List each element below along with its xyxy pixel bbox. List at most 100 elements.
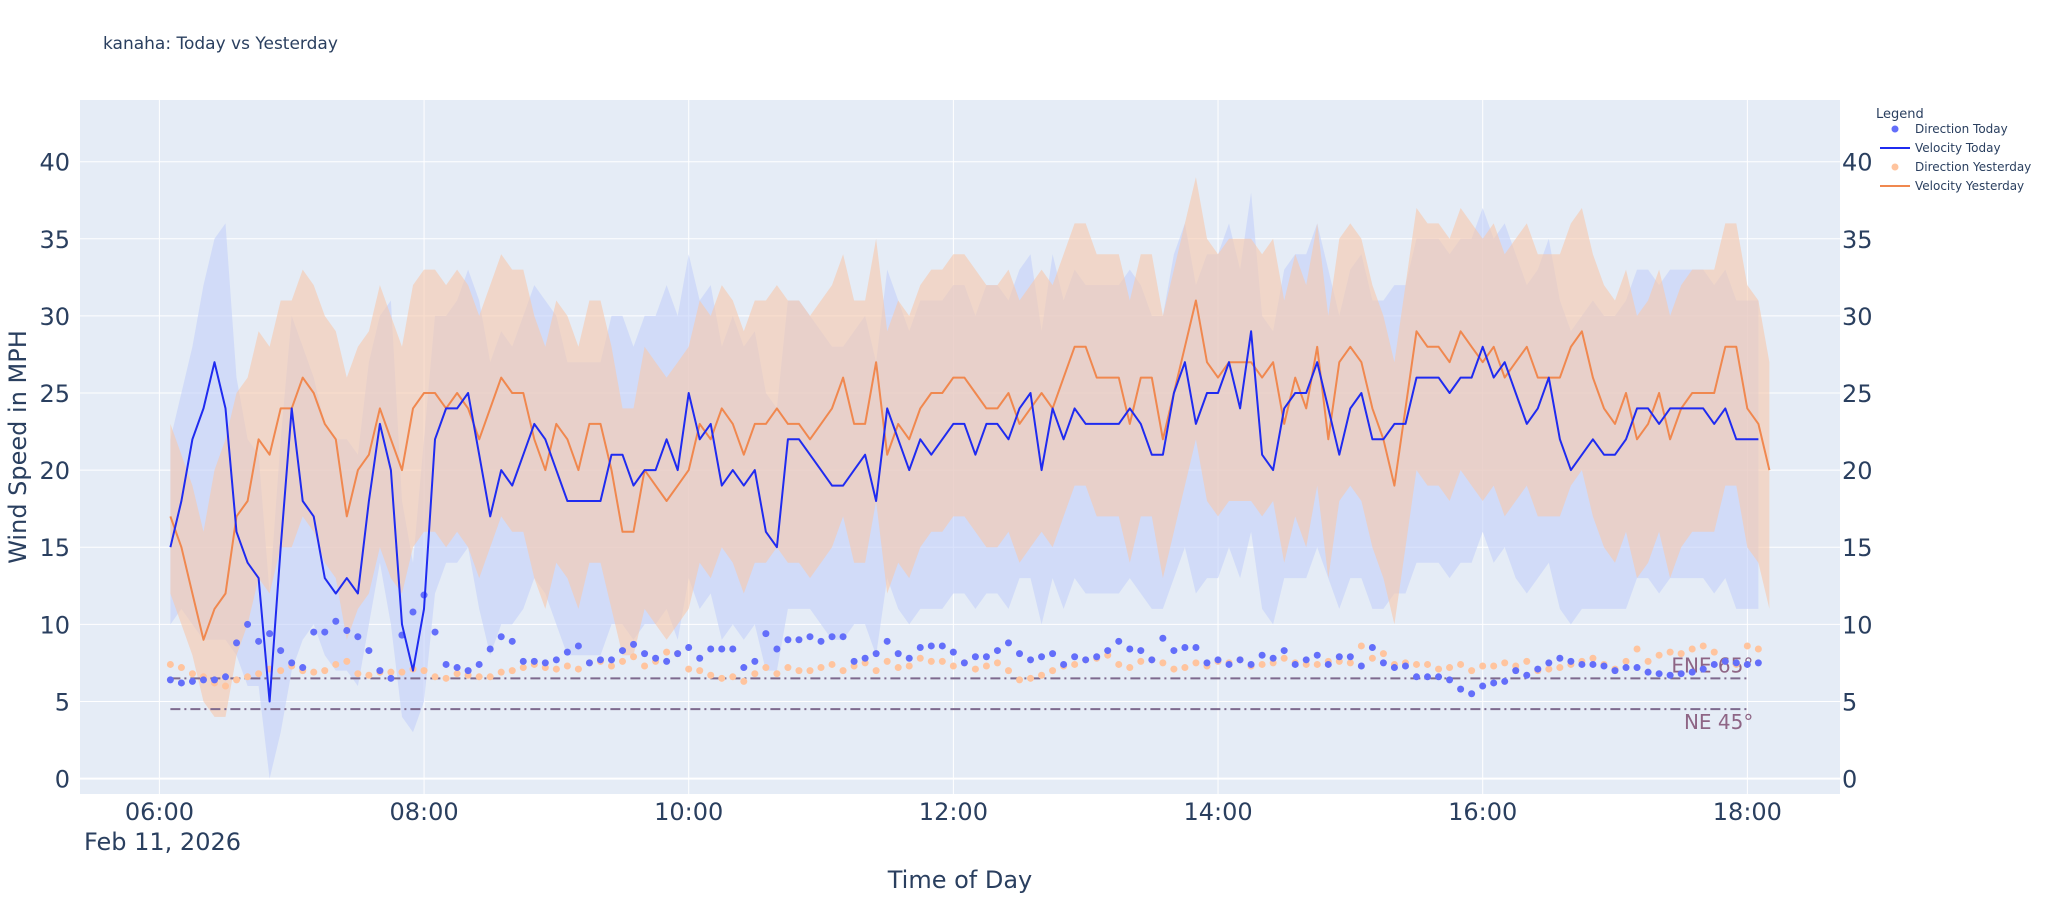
direction-today-point bbox=[850, 657, 858, 665]
direction-yesterday-point bbox=[1412, 660, 1420, 668]
direction-today-point bbox=[1335, 653, 1343, 661]
y-tick-label: 15 bbox=[39, 534, 70, 562]
direction-yesterday-point bbox=[398, 668, 406, 676]
direction-today-point bbox=[982, 653, 990, 661]
direction-today-point bbox=[1049, 650, 1057, 658]
direction-today-point bbox=[1435, 673, 1443, 681]
direction-yesterday-point bbox=[1589, 654, 1597, 662]
direction-yesterday-point bbox=[1170, 665, 1178, 673]
direction-today-point bbox=[619, 647, 627, 655]
direction-today-point bbox=[784, 636, 792, 644]
direction-today-point bbox=[894, 650, 902, 658]
y-tick-label-right: 35 bbox=[1842, 226, 1873, 254]
direction-today-point bbox=[233, 639, 241, 647]
direction-today-point bbox=[431, 628, 439, 636]
direction-today-point bbox=[1104, 647, 1112, 655]
direction-yesterday-point bbox=[244, 673, 252, 681]
direction-today-point bbox=[927, 642, 935, 650]
direction-today-point bbox=[607, 656, 615, 664]
direction-today-point bbox=[839, 633, 847, 641]
direction-today-point bbox=[1589, 660, 1597, 668]
direction-today-point bbox=[343, 627, 351, 635]
direction-yesterday-point bbox=[1424, 660, 1432, 668]
gust-band-yesterday bbox=[170, 177, 1770, 717]
direction-today-point bbox=[1071, 653, 1079, 661]
direction-today-point bbox=[255, 637, 263, 645]
direction-yesterday-point bbox=[707, 671, 715, 679]
direction-yesterday-point bbox=[938, 657, 946, 665]
direction-yesterday-point bbox=[696, 667, 704, 675]
direction-today-point bbox=[1688, 668, 1696, 676]
direction-yesterday-point bbox=[1071, 660, 1079, 668]
direction-yesterday-point bbox=[1181, 664, 1189, 672]
direction-today-point bbox=[1424, 673, 1432, 681]
direction-today-point bbox=[1644, 668, 1652, 676]
direction-today-point bbox=[1479, 682, 1487, 690]
direction-yesterday-point bbox=[1357, 642, 1365, 650]
direction-yesterday-point bbox=[1710, 648, 1718, 656]
legend-swatch-marker bbox=[1891, 163, 1899, 171]
direction-yesterday-point bbox=[1479, 662, 1487, 670]
direction-yesterday-point bbox=[729, 673, 737, 681]
direction-yesterday-point bbox=[1126, 664, 1134, 672]
direction-today-point bbox=[905, 654, 913, 662]
direction-today-point bbox=[1732, 659, 1740, 667]
direction-yesterday-point bbox=[420, 667, 428, 675]
direction-yesterday-point bbox=[1545, 665, 1553, 673]
legend-entry-label: Direction Yesterday bbox=[1915, 160, 2031, 174]
direction-yesterday-point bbox=[817, 664, 825, 672]
direction-yesterday-point bbox=[762, 664, 770, 672]
direction-yesterday-point bbox=[718, 674, 726, 682]
x-tick-label: 08:00 bbox=[389, 798, 458, 826]
direction-today-point bbox=[729, 645, 737, 653]
direction-today-point bbox=[1578, 660, 1586, 668]
direction-today-point bbox=[773, 645, 781, 653]
direction-today-point bbox=[1390, 664, 1398, 672]
direction-today-point bbox=[1567, 657, 1575, 665]
direction-yesterday-point bbox=[685, 665, 693, 673]
direction-today-point bbox=[1016, 650, 1024, 658]
direction-today-point bbox=[1280, 647, 1288, 655]
direction-yesterday-point bbox=[1457, 660, 1465, 668]
direction-yesterday-point bbox=[1137, 657, 1145, 665]
direction-today-point bbox=[1181, 643, 1189, 651]
direction-yesterday-point bbox=[1666, 648, 1674, 656]
direction-yesterday-point bbox=[1049, 667, 1057, 675]
direction-today-point bbox=[861, 654, 869, 662]
direction-today-point bbox=[1170, 647, 1178, 655]
velocity-yesterday-line bbox=[169, 299, 1771, 641]
direction-yesterday-point bbox=[1644, 657, 1652, 665]
y-tick-label: 40 bbox=[39, 149, 70, 177]
direction-yesterday-point bbox=[828, 660, 836, 668]
direction-today-point bbox=[1512, 667, 1520, 675]
velocity-lines bbox=[169, 299, 1771, 703]
direction-today-point bbox=[166, 676, 174, 684]
direction-today-point bbox=[949, 648, 957, 656]
direction-today-point bbox=[199, 676, 207, 684]
chart-title: kanaha: Today vs Yesterday bbox=[103, 34, 338, 54]
direction-yesterday-point bbox=[1038, 671, 1046, 679]
y-tick-label-right: 10 bbox=[1842, 611, 1873, 639]
direction-today-point bbox=[971, 653, 979, 661]
direction-today-point bbox=[376, 667, 384, 675]
direction-today-point bbox=[277, 647, 285, 655]
direction-today-point bbox=[1457, 685, 1465, 693]
direction-yesterday-point bbox=[1743, 642, 1751, 650]
legend[interactable]: Legend Direction Today Velocity Today Dire… bbox=[1876, 107, 2031, 193]
direction-yesterday-point bbox=[1655, 651, 1663, 659]
direction-yesterday-point bbox=[321, 667, 329, 675]
direction-today-point bbox=[1710, 660, 1718, 668]
direction-today-point bbox=[442, 660, 450, 668]
direction-yesterday-point bbox=[1280, 654, 1288, 662]
direction-today-point bbox=[1523, 671, 1531, 679]
direction-today-point bbox=[1412, 673, 1420, 681]
direction-yesterday-point bbox=[1192, 659, 1200, 667]
direction-today-point bbox=[1655, 670, 1663, 678]
gust-bands bbox=[170, 177, 1770, 779]
direction-yesterday-point bbox=[751, 670, 759, 678]
axis-ticks: 0 0 5 5 10 10 15 15 20 20 25 25 30 30 35 35 40 40 06:00 08:… bbox=[39, 149, 1872, 826]
direction-yesterday-point bbox=[552, 665, 560, 673]
direction-yesterday-point bbox=[1633, 645, 1641, 653]
y-tick-label: 0 bbox=[55, 766, 70, 794]
